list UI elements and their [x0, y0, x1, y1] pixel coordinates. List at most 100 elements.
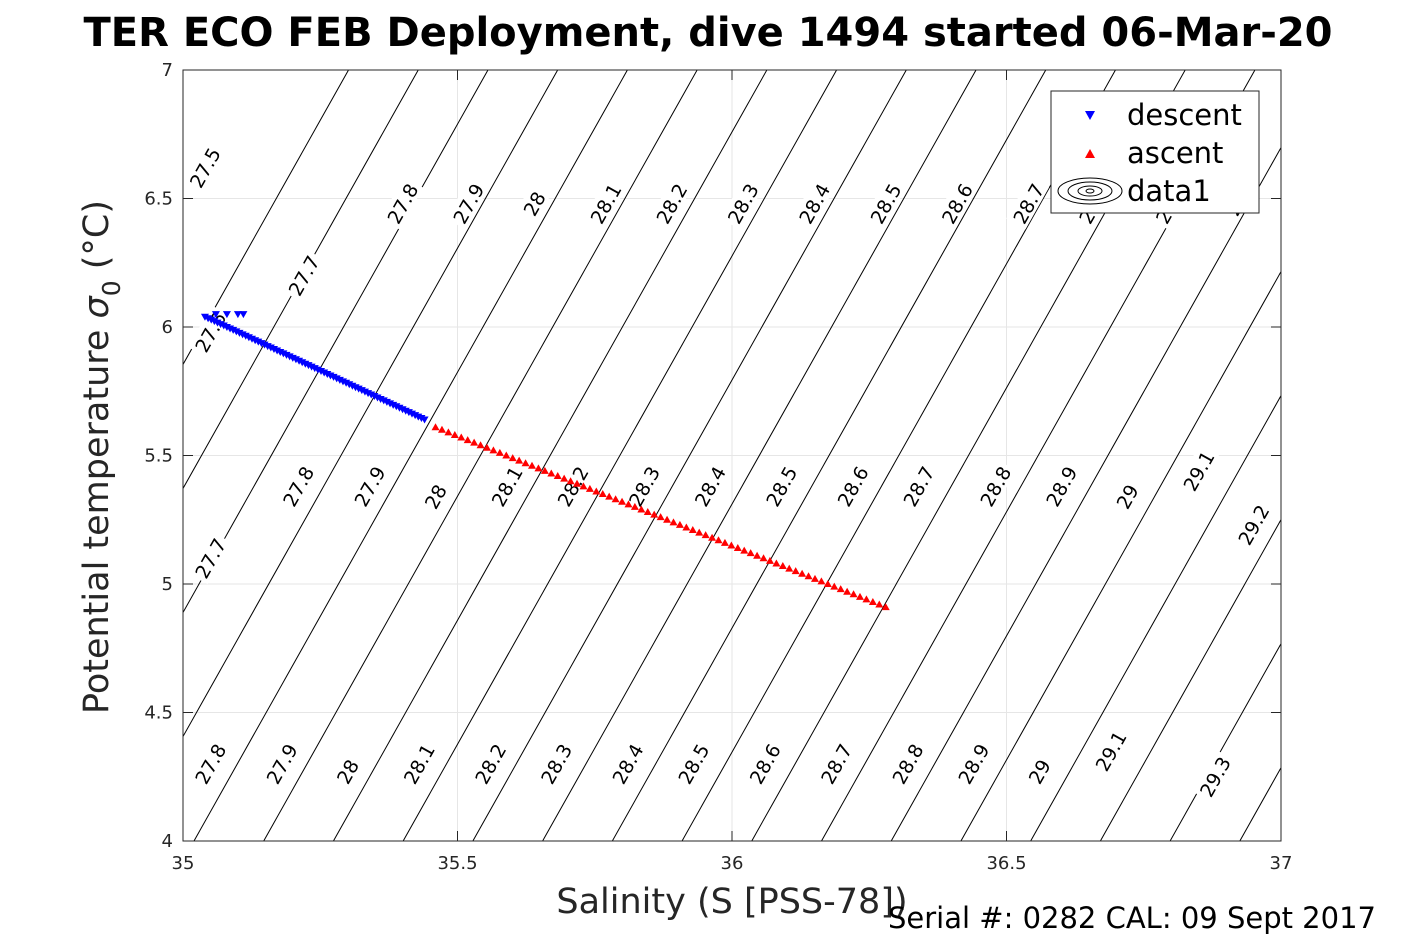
x-tick-label: 35.5 [437, 853, 477, 874]
y-tick-label: 7 [162, 60, 173, 81]
y-tick-label: 5.5 [144, 446, 173, 467]
isopycnal-line [681, 70, 1116, 841]
ascent-point [675, 520, 684, 528]
ascent-point [495, 448, 504, 456]
ascent-point [618, 497, 627, 505]
ascent-point [470, 438, 479, 446]
ascent-point [881, 603, 890, 611]
descent-point [420, 416, 429, 424]
ascent-point [682, 523, 691, 531]
contour-label-bg [792, 176, 835, 230]
isopycnal-line [1030, 394, 1281, 841]
ascent-point [830, 582, 839, 590]
contour-label-bg [1110, 479, 1143, 513]
contour-label-bg [182, 140, 226, 194]
contour-label-bg [380, 176, 424, 230]
x-tick-label: 36 [721, 853, 744, 874]
isopycnal-line [402, 70, 838, 841]
ascent-point [624, 500, 633, 508]
ascent-point [785, 564, 794, 572]
ascent-point [669, 518, 678, 526]
contour-label-bg [934, 176, 978, 230]
isopycnal-line [611, 70, 1047, 841]
contour-label-bg [517, 186, 550, 220]
contour-label-bg [1231, 498, 1275, 551]
ascent-point [688, 526, 697, 534]
contour-label-bg [281, 248, 325, 302]
ascent-point [630, 502, 639, 510]
contour-label-bg [814, 737, 857, 790]
contour-label-bg [188, 305, 231, 358]
legend-ascent-marker [1085, 149, 1095, 158]
contour-label-bg [1088, 724, 1132, 777]
contour-label-bg [687, 459, 731, 513]
ascent-point [733, 544, 742, 552]
ascent-point [656, 513, 665, 521]
contour-label-bg [583, 176, 627, 230]
contour-label-bg [1192, 749, 1236, 803]
ascent-point [450, 430, 459, 438]
ascent-point [868, 597, 877, 605]
ascent-point [547, 469, 556, 477]
isopycnal-line [183, 70, 349, 366]
contour-label-bg [605, 737, 649, 790]
ascent-point [836, 585, 845, 593]
ascent-point [515, 456, 524, 464]
isopycnal-line [183, 70, 419, 490]
contour-label-bg [418, 479, 451, 513]
serial-cal-footer: Serial #: 0282 CAL: 09 Sept 2017 [888, 901, 1376, 935]
ascent-point [521, 459, 530, 467]
ascent-point [791, 567, 800, 575]
ascent-point [875, 600, 884, 608]
ascent-point [540, 466, 549, 474]
y-tick-label: 6.5 [144, 189, 173, 210]
ascent-point [740, 546, 749, 554]
legend-ascent-label: ascent [1127, 136, 1223, 170]
contour-label-bg [720, 176, 764, 230]
ascent-point [720, 538, 729, 546]
ascent-point [508, 454, 517, 462]
ascent-point [759, 554, 768, 562]
ascent-point [476, 441, 485, 449]
ascent-point [843, 587, 852, 595]
ascent-point [579, 482, 588, 490]
ascent-point [573, 479, 582, 487]
isopycnal-line [1099, 518, 1281, 841]
ascent-point [560, 474, 569, 482]
descent-series [200, 311, 429, 424]
ascent-point [431, 423, 440, 431]
descent-point [222, 311, 231, 319]
ascent-point [598, 490, 607, 498]
contour-label-bg [484, 459, 528, 513]
y-tick-label: 4.5 [144, 703, 173, 724]
x-tick-label: 35 [172, 853, 195, 874]
ascent-point [528, 461, 537, 469]
descent-point [239, 311, 248, 319]
chart-title: TER ECO FEB Deployment, dive 1494 starte… [83, 10, 1332, 56]
isopycnal-line [1169, 642, 1281, 841]
isopycnal-line [1310, 70, 1417, 841]
ascent-point [489, 446, 498, 454]
y-tick-label: 6 [162, 317, 173, 338]
contour-label-bg [951, 737, 995, 790]
x-axis-label: Salinity (S [PSS-78]) [556, 882, 907, 922]
legend-contour-icon [1057, 177, 1123, 205]
ascent-point [753, 551, 762, 559]
ascent-point [727, 541, 736, 549]
ascent-point [637, 505, 646, 513]
y-axis-label: Potential temperature σ0 (°C) [77, 200, 126, 714]
isopycnal-line [263, 70, 698, 841]
legend-descent-marker [1085, 111, 1095, 120]
isopycnal-line [193, 70, 628, 841]
ascent-point [714, 536, 723, 544]
contour-label-bg [759, 459, 802, 513]
ascent-point [701, 531, 710, 539]
ascent-point [444, 428, 453, 436]
ascent-point [663, 515, 672, 523]
contour-label-bg [534, 737, 577, 790]
x-tick-label: 36.5 [986, 853, 1026, 874]
ascent-point [746, 549, 755, 557]
ascent-point [810, 574, 819, 582]
isopycnal-line [1379, 70, 1417, 841]
ascent-point [605, 492, 614, 500]
